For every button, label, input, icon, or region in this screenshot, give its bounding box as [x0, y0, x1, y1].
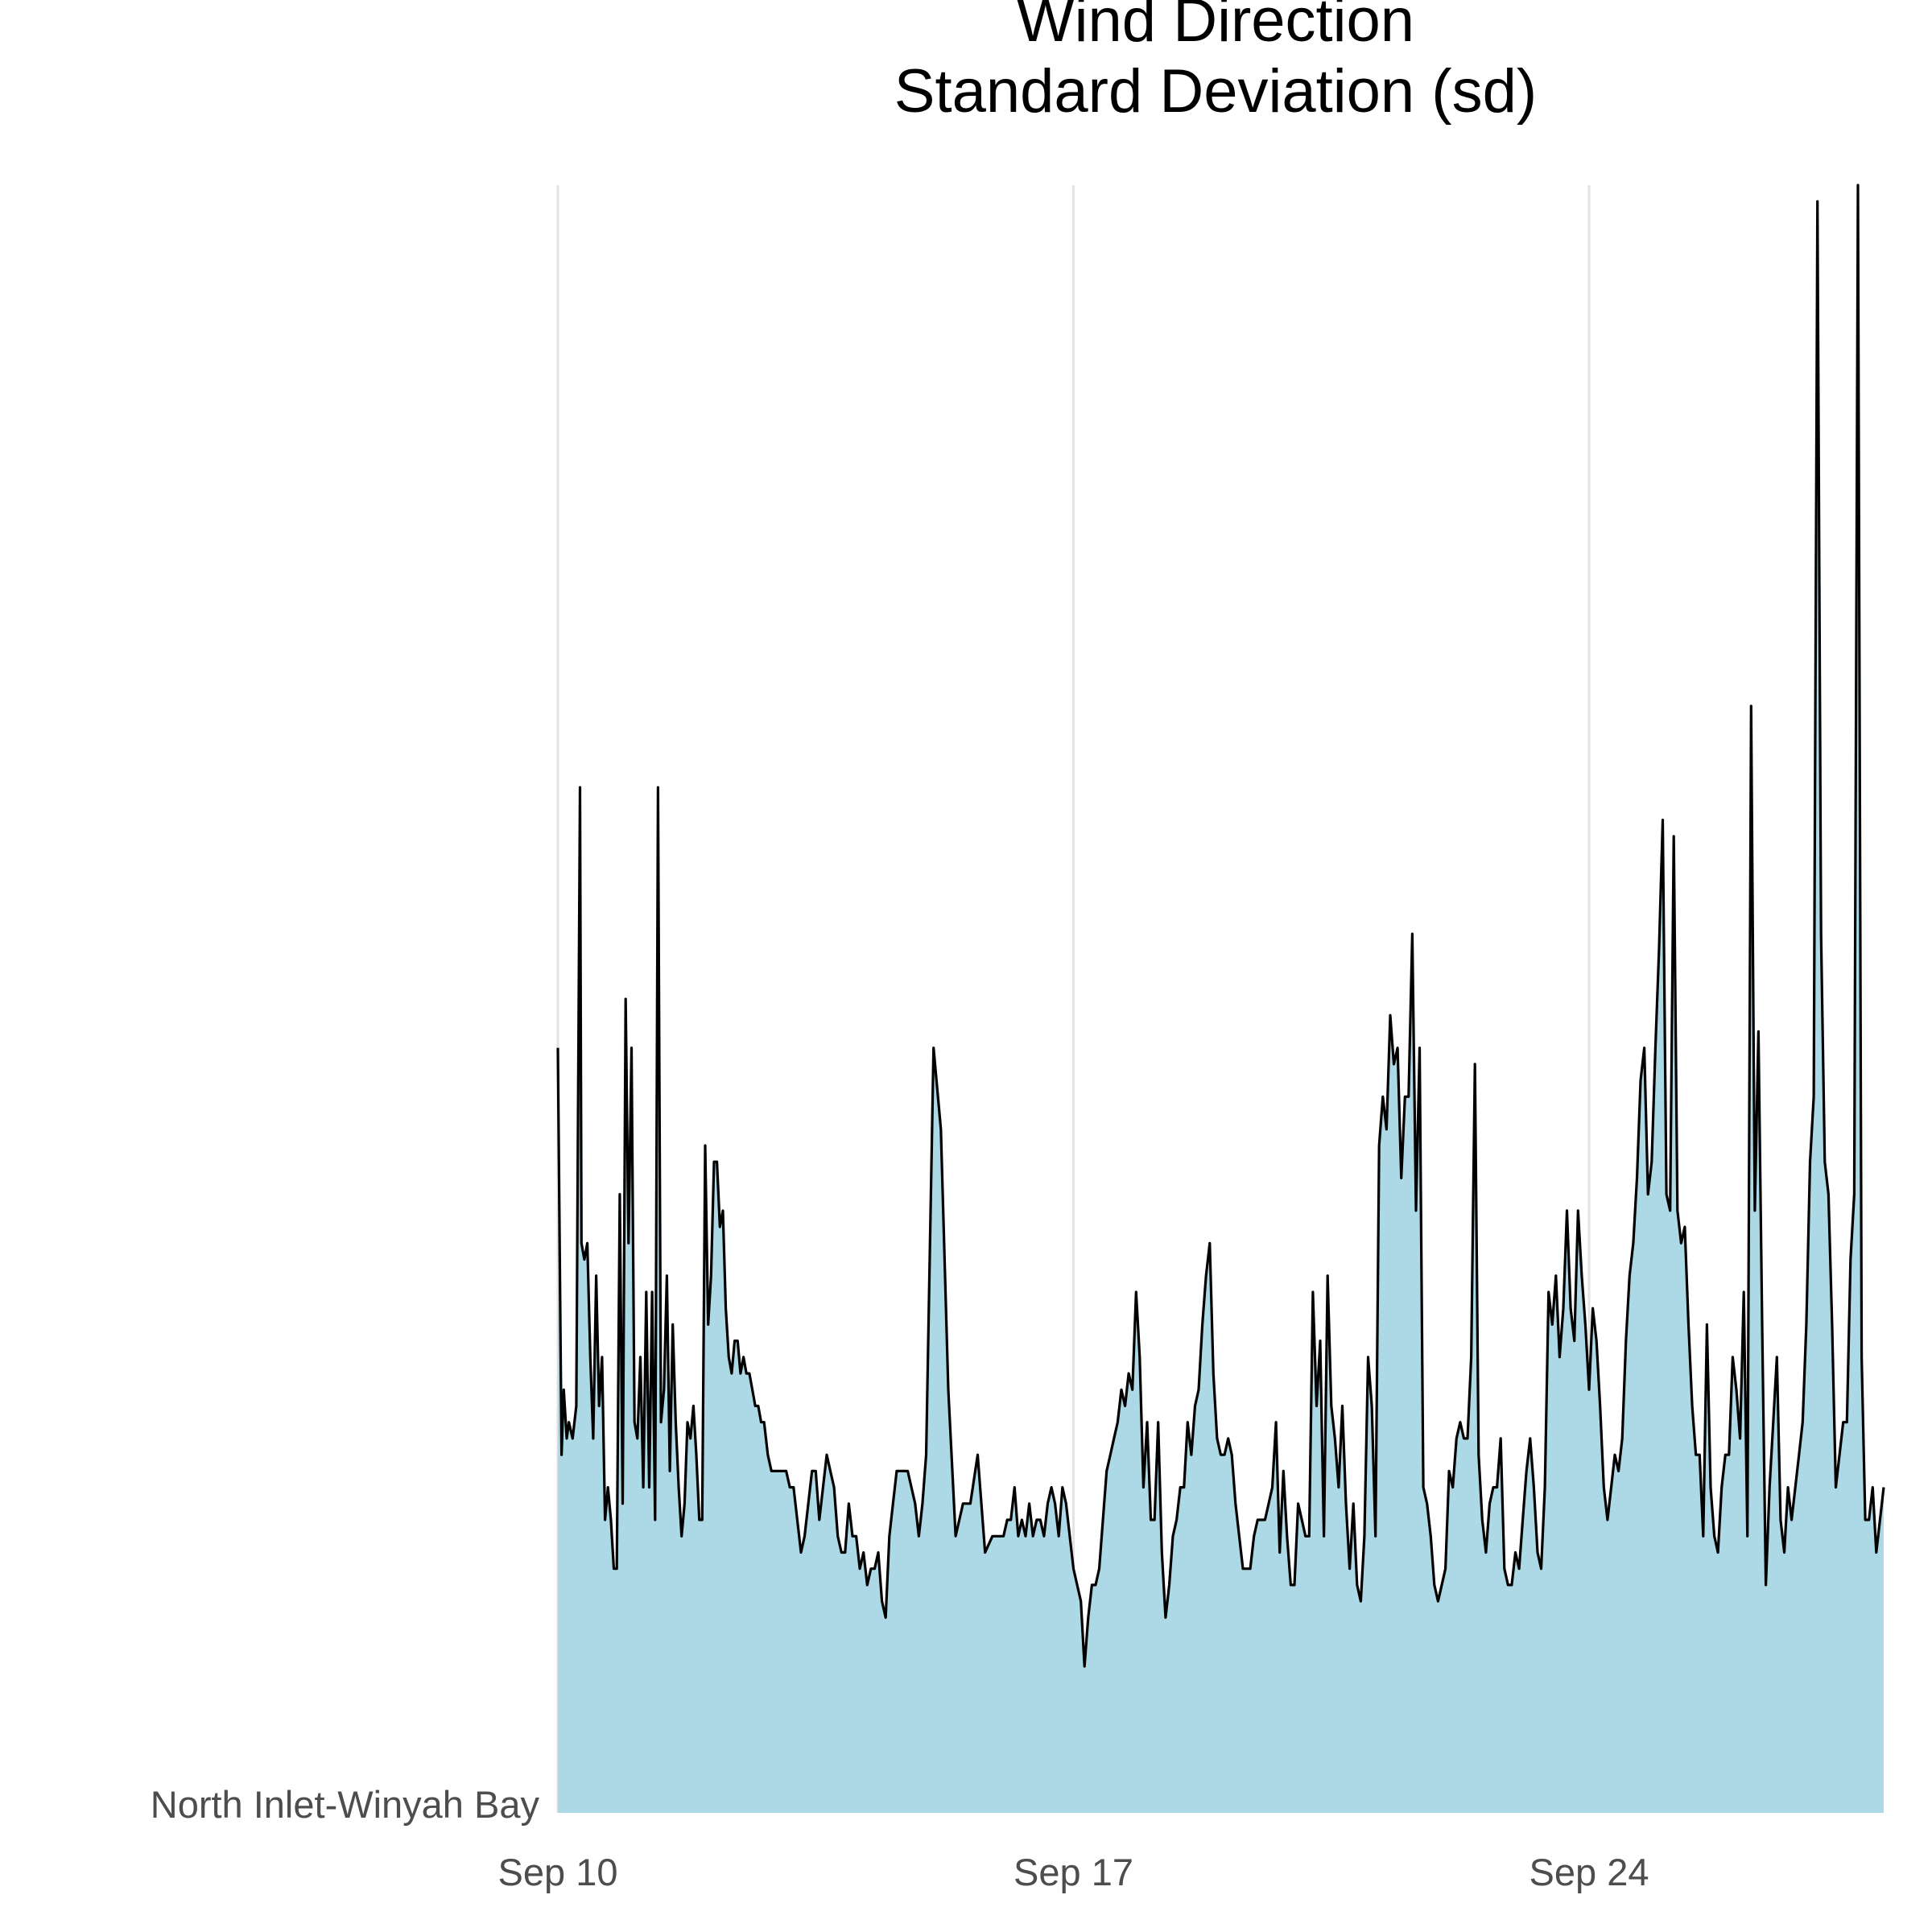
series-area-fill [558, 185, 1884, 1813]
chart-title-line-1: Wind Direction [1016, 0, 1415, 55]
x-tick-label-2: Sep 24 [1530, 1851, 1649, 1893]
series-line [556, 184, 1885, 1668]
x-tick-label-1: Sep 17 [1013, 1851, 1133, 1893]
chart-title-line-2: Standard Deviation (sd) [894, 57, 1538, 126]
chart-title: Wind Direction Standard Deviation (sd) [724, 0, 1707, 127]
x-tick-label-0: Sep 10 [498, 1851, 618, 1893]
x-axis-ticks: Sep 10 Sep 17 Sep 24 [498, 1851, 1649, 1893]
y-category-label: North Inlet-Winyah Bay [151, 1783, 540, 1826]
